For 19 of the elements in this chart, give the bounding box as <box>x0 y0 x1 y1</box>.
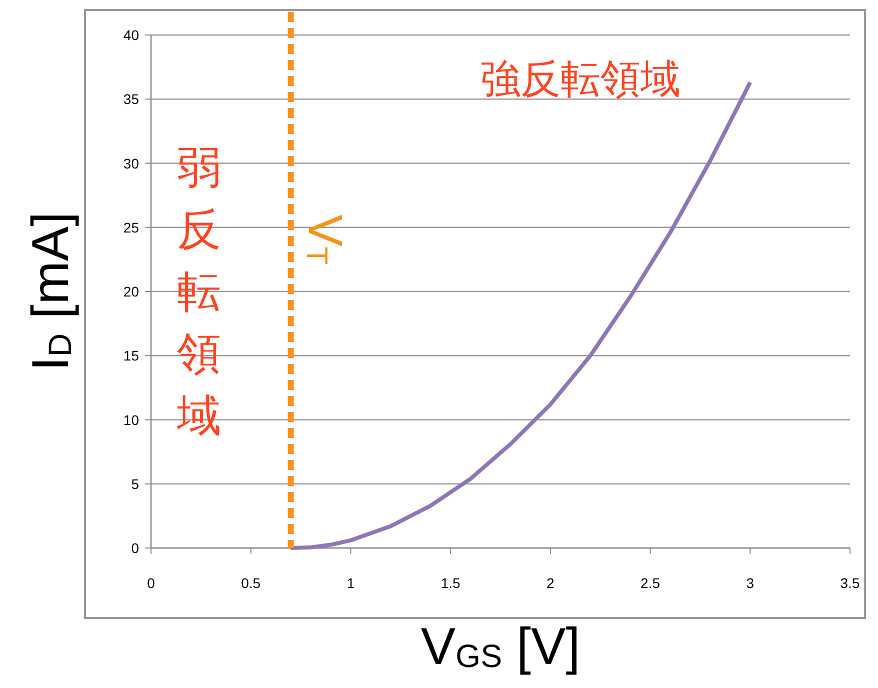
y-tick-label: 0 <box>131 540 140 556</box>
y-tick-label: 40 <box>123 27 140 43</box>
annotation: 強反転領域 <box>480 58 680 102</box>
x-tick-label: 1 <box>346 575 355 591</box>
y-tick-label: 35 <box>123 91 140 108</box>
x-tick-label: 3.5 <box>840 575 860 591</box>
x-tick-label: 0 <box>147 575 156 591</box>
y-tick-label: 30 <box>123 155 140 172</box>
annotation: 弱反転領域 <box>176 143 221 440</box>
y-tick-label: 20 <box>123 284 140 300</box>
y-tick-label: 15 <box>123 348 140 364</box>
x-tick-label: 2.5 <box>640 575 660 591</box>
y-tick-label: 25 <box>123 219 140 236</box>
x-tick-label: 2 <box>546 575 555 591</box>
y-tick-label: 5 <box>131 476 140 492</box>
x-tick-label: 0.5 <box>241 575 261 591</box>
x-tick-label: 3 <box>746 575 754 591</box>
y-tick-label: 10 <box>123 412 140 428</box>
x-tick-label: 1.5 <box>440 575 461 591</box>
